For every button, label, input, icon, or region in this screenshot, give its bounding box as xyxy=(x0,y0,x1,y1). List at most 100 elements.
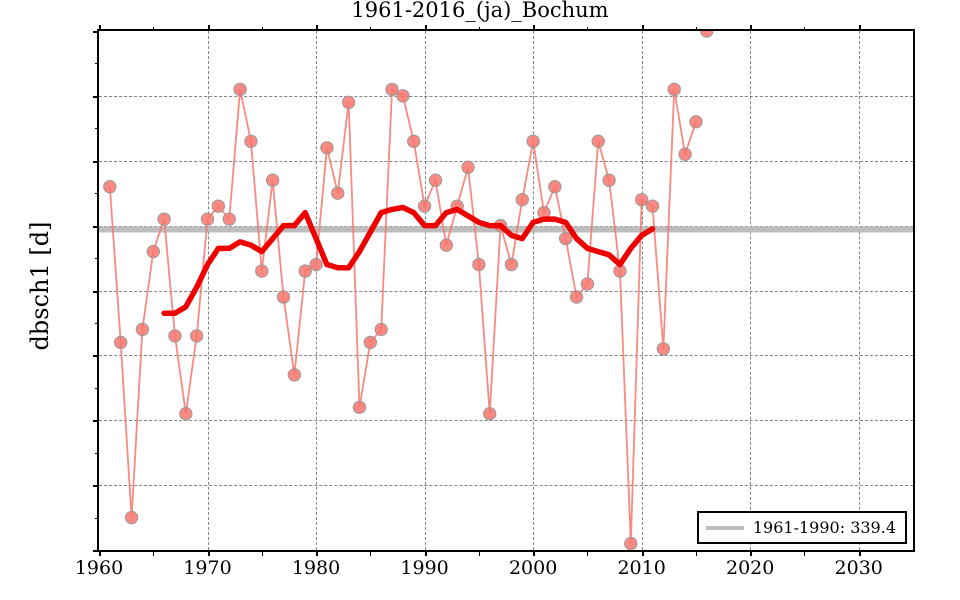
x-tick-mark xyxy=(316,550,319,556)
data-point-marker xyxy=(700,31,714,38)
y-tick-mark-minor xyxy=(95,452,99,454)
x-tick-mark-minor xyxy=(587,552,589,556)
x-tick-label: 2010 xyxy=(617,557,666,579)
data-point-marker xyxy=(200,212,215,226)
x-tick-label: 2000 xyxy=(508,557,558,579)
x-tick-label: 1980 xyxy=(291,557,341,579)
gridline-vertical xyxy=(424,31,426,550)
x-tick-mark-minor-top xyxy=(804,27,806,31)
data-point-marker xyxy=(428,173,443,187)
data-point-marker xyxy=(255,264,269,278)
y-tick-mark xyxy=(93,355,99,358)
x-tick-mark-top xyxy=(533,25,536,31)
x-tick-mark-top xyxy=(858,25,861,31)
y-tick-mark-minor xyxy=(95,322,99,324)
data-point-marker xyxy=(287,368,302,382)
x-tick-label: 1970 xyxy=(183,557,232,579)
x-tick-label: 2020 xyxy=(726,557,775,579)
data-point-marker xyxy=(222,212,236,226)
data-point-marker xyxy=(678,147,692,161)
gridline-horizontal xyxy=(99,485,913,487)
x-tick-label: 2030 xyxy=(834,557,883,579)
data-point-marker xyxy=(352,400,367,414)
y-tick-mark-minor xyxy=(95,193,99,195)
plot-inner xyxy=(99,31,913,550)
y-tick-mark-minor xyxy=(95,517,99,519)
x-tick-label: 1990 xyxy=(400,557,449,579)
x-tick-mark-minor-top xyxy=(261,27,263,31)
data-point-marker xyxy=(124,510,139,525)
plot-area: 1961-1990: 339.4 xyxy=(93,25,915,556)
data-point-marker xyxy=(309,257,323,272)
data-point-marker xyxy=(407,134,421,148)
data-point-marker xyxy=(233,82,247,97)
x-tick-mark-top xyxy=(424,25,427,31)
data-point-marker xyxy=(385,82,399,97)
data-point-marker xyxy=(667,82,681,97)
data-point-marker xyxy=(265,173,280,187)
x-tick-mark-minor-top xyxy=(153,27,155,31)
x-tick-mark xyxy=(750,550,753,556)
x-tick-mark-minor xyxy=(804,552,806,556)
gridline-horizontal xyxy=(99,160,913,162)
data-point-marker xyxy=(189,329,204,343)
x-tick-mark-minor xyxy=(695,552,697,556)
data-point-marker xyxy=(548,180,562,194)
data-point-marker xyxy=(569,290,584,304)
data-point-marker xyxy=(341,95,356,110)
data-point-marker xyxy=(624,536,638,550)
data-point-marker xyxy=(689,115,703,129)
data-point-marker xyxy=(135,322,150,337)
data-point-marker xyxy=(634,192,649,207)
chart-title: 1961-2016_(ja)_Bochum xyxy=(351,0,609,22)
x-tick-label: 1960 xyxy=(74,557,124,579)
gridline-vertical xyxy=(750,31,752,550)
x-tick-mark xyxy=(207,550,210,556)
data-point-marker xyxy=(168,329,182,343)
y-tick-mark-minor xyxy=(95,258,99,260)
x-tick-mark-minor xyxy=(261,552,263,556)
smoothed-trend-line xyxy=(161,204,656,316)
data-point-marker xyxy=(179,407,193,421)
data-point-marker xyxy=(472,257,486,272)
x-tick-mark xyxy=(858,550,861,556)
x-tick-mark-top xyxy=(750,25,753,31)
y-axis-label: dbsch1 [d] xyxy=(26,221,54,351)
x-tick-mark-minor xyxy=(370,552,372,556)
data-point-marker xyxy=(504,257,519,272)
data-point-marker xyxy=(602,173,616,187)
y-tick-mark xyxy=(93,225,99,228)
data-point-marker xyxy=(363,335,378,350)
gridline-vertical xyxy=(858,31,860,550)
data-point-marker xyxy=(526,134,540,148)
data-point-marker xyxy=(114,335,128,350)
data-point-marker xyxy=(483,407,497,421)
data-point-marker xyxy=(331,186,345,200)
data-point-marker xyxy=(320,141,334,155)
y-tick-mark-minor xyxy=(95,128,99,130)
x-tick-mark xyxy=(641,550,644,556)
data-point-marker xyxy=(211,199,226,213)
data-point-marker xyxy=(558,231,573,246)
gridline-horizontal xyxy=(99,290,913,292)
x-tick-mark-top xyxy=(641,25,644,31)
data-point-marker xyxy=(580,277,595,291)
data-point-marker xyxy=(103,180,117,194)
gridline-vertical xyxy=(533,31,535,550)
x-tick-mark-top xyxy=(316,25,319,31)
data-point-marker xyxy=(439,238,454,252)
y-tick-mark xyxy=(93,31,99,33)
gridline-horizontal xyxy=(99,420,913,422)
gridline-vertical xyxy=(641,31,643,550)
data-point-marker xyxy=(656,342,671,356)
gridline-horizontal xyxy=(99,95,913,97)
x-tick-mark-minor xyxy=(153,552,155,556)
x-tick-mark-top xyxy=(207,25,210,31)
y-tick-mark xyxy=(93,550,99,552)
y-tick-mark xyxy=(93,95,99,98)
data-point-marker xyxy=(146,244,160,259)
legend: 1961-1990: 339.4 xyxy=(696,511,907,544)
x-tick-mark-minor-top xyxy=(478,27,480,31)
legend-label-reference-line: 1961-1990: 339.4 xyxy=(752,518,896,537)
